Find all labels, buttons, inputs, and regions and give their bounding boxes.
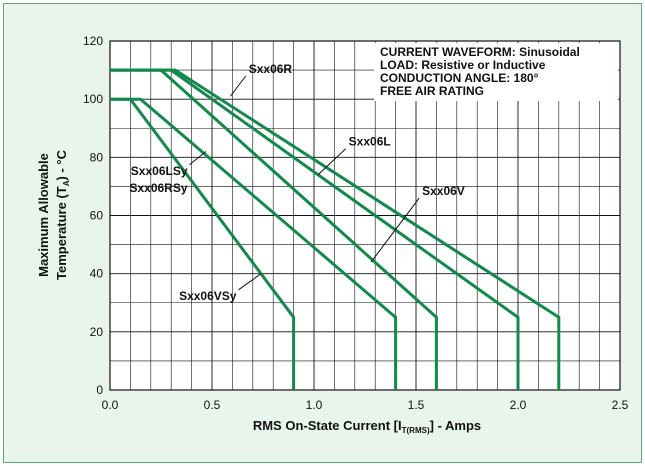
info-box-line: LOAD: Resistive or Inductive (380, 58, 546, 72)
annotation-sxx06r: Sxx06R (249, 62, 293, 76)
y-tick-label: 120 (83, 34, 103, 48)
annotation-leader (317, 148, 347, 176)
y-tick-label: 40 (90, 267, 104, 281)
annotation-leader (238, 273, 262, 291)
x-tick-label: 2.5 (612, 398, 629, 412)
y-axis-title-line2: Temperature (TA) - °C (54, 149, 71, 280)
x-tick-label: 2.0 (510, 398, 527, 412)
x-axis-title: RMS On-State Current [IT(RMS)] - Amps (253, 418, 481, 435)
x-tick-label: 1.5 (408, 398, 425, 412)
series-lines (110, 68, 561, 390)
series-line-sxx06lsy-sxx06rsy (110, 97, 398, 390)
annotation-leader (229, 75, 247, 97)
info-box-line: CURRENT WAVEFORM: Sinusoidal (380, 45, 580, 59)
annotation-sxx06lsy: Sxx06LSy (131, 164, 188, 178)
annotation-sxx06v: Sxx06V (422, 184, 465, 198)
y-tick-label: 100 (83, 92, 103, 106)
series-line-sxx06r (110, 68, 561, 390)
x-tick-label: 1.0 (306, 398, 323, 412)
y-tick-label: 80 (90, 150, 104, 164)
annotations: Sxx06R Sxx06L Sxx06V Sxx06LSy Sxx06RSy Sxx06V… (129, 62, 464, 303)
x-tick-label: 0.5 (204, 398, 221, 412)
annotation-sxx06l: Sxx06L (349, 135, 391, 149)
annotation-leader (189, 151, 207, 166)
y-axis-title-line1: Maximum Allowable (36, 153, 51, 277)
y-tick-label: 20 (90, 325, 104, 339)
axes: 0.0 0.5 1.0 1.5 2.0 2.5 0 20 40 60 80 100 120 (83, 34, 629, 412)
annotation-sxx06vsy: Sxx06VSy (179, 289, 237, 303)
annotation-sxx06rsy: Sxx06RSy (129, 181, 187, 195)
info-box-background (374, 43, 618, 101)
info-box-line: CONDUCTION ANGLE: 180° (380, 71, 539, 85)
info-box-line: FREE AIR RATING (380, 84, 484, 98)
y-tick-label: 0 (96, 383, 103, 397)
annotation-leader (370, 197, 420, 263)
y-tick-label: 60 (90, 209, 104, 223)
plot-border (109, 40, 621, 391)
x-tick-label: 0.0 (102, 398, 119, 412)
